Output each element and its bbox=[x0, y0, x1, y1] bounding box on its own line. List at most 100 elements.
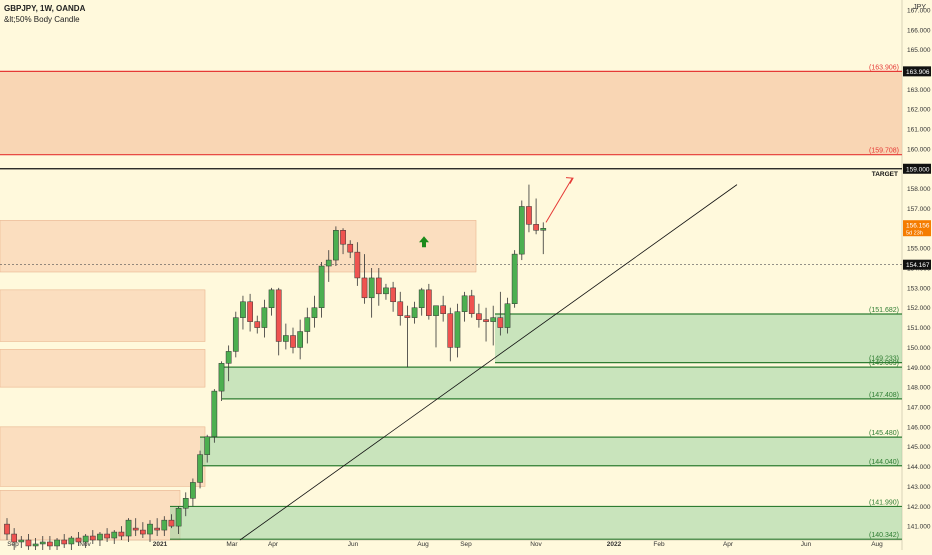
demand-zone[interactable] bbox=[170, 506, 902, 540]
candle[interactable] bbox=[325, 250, 332, 282]
candle[interactable] bbox=[154, 518, 161, 537]
candle[interactable] bbox=[290, 327, 296, 354]
candle[interactable] bbox=[447, 307, 454, 362]
candle[interactable] bbox=[318, 262, 325, 318]
zone-bottom-label: (147.408) bbox=[869, 392, 899, 399]
candle[interactable] bbox=[533, 198, 539, 235]
y-tick-label: 146.000 bbox=[907, 424, 931, 431]
candle[interactable] bbox=[368, 268, 375, 318]
candle[interactable] bbox=[511, 250, 518, 308]
candle[interactable] bbox=[89, 530, 96, 544]
candle[interactable] bbox=[390, 281, 396, 312]
candle[interactable] bbox=[497, 291, 504, 336]
candle[interactable] bbox=[247, 293, 253, 332]
candle[interactable] bbox=[18, 536, 25, 548]
candle[interactable] bbox=[361, 254, 368, 304]
candle[interactable] bbox=[132, 518, 139, 537]
candle[interactable] bbox=[54, 538, 60, 552]
candle[interactable] bbox=[140, 522, 146, 539]
demand-zone[interactable] bbox=[222, 367, 902, 399]
trend-line[interactable] bbox=[239, 184, 738, 541]
candle[interactable] bbox=[225, 345, 232, 382]
candle[interactable] bbox=[211, 389, 218, 443]
candle[interactable] bbox=[261, 299, 268, 338]
candle[interactable] bbox=[540, 222, 547, 255]
candle[interactable] bbox=[204, 434, 211, 463]
candle-body bbox=[125, 519, 132, 537]
candle[interactable] bbox=[275, 287, 282, 356]
candle[interactable] bbox=[283, 323, 289, 350]
candle-body bbox=[354, 251, 361, 279]
target-price-badge-text: 159.000 bbox=[906, 166, 930, 173]
candle[interactable] bbox=[75, 532, 82, 546]
candle[interactable] bbox=[25, 534, 32, 550]
candle[interactable] bbox=[354, 242, 361, 286]
candle[interactable] bbox=[39, 536, 46, 552]
candle[interactable] bbox=[4, 518, 10, 540]
candle[interactable] bbox=[11, 528, 17, 550]
candle[interactable] bbox=[240, 295, 246, 330]
demand-zone[interactable] bbox=[495, 314, 902, 363]
candle-body bbox=[476, 313, 482, 320]
supply-zone[interactable] bbox=[0, 71, 902, 155]
candle[interactable] bbox=[232, 311, 239, 358]
candle[interactable] bbox=[161, 516, 168, 537]
candle[interactable] bbox=[418, 287, 425, 316]
candle[interactable] bbox=[147, 520, 153, 542]
candle[interactable] bbox=[333, 226, 339, 267]
candle[interactable] bbox=[383, 283, 389, 300]
candle[interactable] bbox=[47, 536, 53, 550]
candle-body bbox=[347, 243, 354, 253]
candle[interactable] bbox=[454, 303, 461, 358]
demand-zone[interactable] bbox=[200, 437, 902, 466]
candle[interactable] bbox=[476, 303, 482, 328]
y-tick-label: 142.000 bbox=[907, 504, 931, 511]
candle[interactable] bbox=[397, 291, 404, 326]
candle[interactable] bbox=[111, 530, 118, 544]
candle[interactable] bbox=[426, 283, 432, 320]
candle[interactable] bbox=[254, 315, 261, 334]
candle[interactable] bbox=[68, 536, 75, 552]
candle[interactable] bbox=[190, 478, 196, 507]
candle[interactable] bbox=[440, 295, 446, 322]
candle[interactable] bbox=[468, 289, 475, 318]
candle[interactable] bbox=[347, 240, 354, 259]
candle[interactable] bbox=[304, 307, 311, 344]
candle[interactable] bbox=[218, 361, 225, 402]
x-tick-label: 2022 bbox=[607, 541, 622, 548]
candle[interactable] bbox=[504, 297, 511, 334]
candle-body bbox=[375, 277, 382, 295]
candle[interactable] bbox=[375, 268, 382, 306]
x-tick-label: 2021 bbox=[153, 541, 168, 548]
candle-body bbox=[47, 541, 53, 547]
candle[interactable] bbox=[433, 305, 439, 348]
candle[interactable] bbox=[297, 319, 303, 360]
candle-body bbox=[297, 331, 303, 348]
candle-body bbox=[483, 319, 489, 322]
candle-body bbox=[533, 224, 539, 231]
candle[interactable] bbox=[118, 526, 125, 540]
candle[interactable] bbox=[104, 528, 110, 542]
candle[interactable] bbox=[340, 228, 346, 255]
candle[interactable] bbox=[125, 518, 132, 542]
candle[interactable] bbox=[404, 305, 411, 368]
candle[interactable] bbox=[483, 307, 489, 342]
candle[interactable] bbox=[518, 200, 525, 261]
x-tick-label: Aug bbox=[417, 541, 429, 548]
candle[interactable] bbox=[168, 514, 175, 529]
candle[interactable] bbox=[526, 184, 532, 233]
candle[interactable] bbox=[197, 450, 203, 489]
candle[interactable] bbox=[268, 287, 275, 316]
candle[interactable] bbox=[61, 534, 68, 548]
candle[interactable] bbox=[490, 305, 497, 346]
candle[interactable] bbox=[461, 291, 468, 322]
candle[interactable] bbox=[97, 532, 103, 546]
candle[interactable] bbox=[82, 534, 89, 548]
candle[interactable] bbox=[175, 506, 182, 535]
candle[interactable] bbox=[311, 295, 318, 328]
candle[interactable] bbox=[182, 492, 189, 517]
candle[interactable] bbox=[411, 301, 418, 324]
indicator-label[interactable]: &lt;50% Body Candle bbox=[4, 15, 80, 24]
